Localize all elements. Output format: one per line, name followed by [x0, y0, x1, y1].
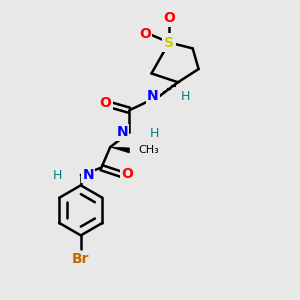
Text: H: H	[52, 169, 62, 182]
Text: N: N	[116, 125, 128, 139]
Text: S: S	[164, 35, 174, 50]
Text: O: O	[121, 167, 133, 181]
Text: N: N	[147, 88, 159, 103]
Text: N: N	[82, 168, 94, 182]
Text: H: H	[181, 91, 190, 103]
Text: CH₃: CH₃	[138, 145, 159, 155]
Text: O: O	[99, 96, 111, 110]
Polygon shape	[110, 147, 129, 153]
Text: H: H	[150, 127, 159, 140]
Text: Br: Br	[72, 252, 90, 266]
Text: O: O	[163, 11, 175, 26]
Text: O: O	[139, 27, 151, 41]
